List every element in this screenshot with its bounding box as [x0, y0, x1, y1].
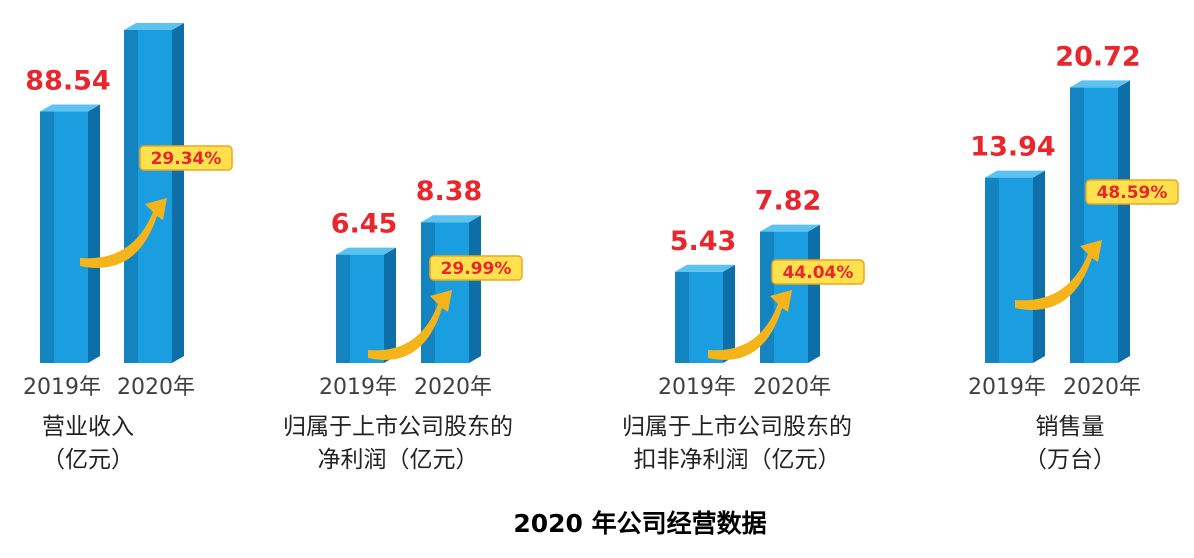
bar-top	[985, 170, 1045, 178]
group-caption: 净利润（亿元）	[318, 447, 479, 473]
growth-badge	[429, 255, 523, 281]
data-label: 8.38	[416, 176, 483, 207]
data-label: 13.94	[970, 132, 1055, 163]
growth-label: 29.34%	[151, 149, 222, 169]
growth-arrow-icon	[708, 290, 792, 360]
bar-side	[808, 224, 820, 363]
growth-arrow-icon	[368, 290, 452, 360]
group-caption: （亿元）	[42, 447, 134, 473]
x-tick-label: 2019年	[658, 375, 736, 400]
x-tick-label: 2019年	[319, 375, 397, 400]
data-label: 7.82	[755, 186, 822, 217]
bar-shade	[675, 271, 689, 363]
bar-side	[384, 247, 396, 363]
x-tick-label: 2020年	[753, 375, 831, 400]
data-label: 20.72	[1055, 41, 1140, 72]
bar-side	[88, 104, 100, 364]
growth-label: 29.99%	[441, 259, 512, 279]
group-caption: 扣非净利润（亿元）	[634, 447, 841, 473]
bar-group: 13.94 2019年 20.72 2020年 48.59% 销售量 （万台）	[968, 41, 1179, 473]
growth-badge	[139, 145, 233, 171]
group-caption: 归属于上市公司股东的	[622, 414, 852, 440]
bar-shade	[40, 111, 54, 363]
data-label: 6.45	[331, 209, 398, 240]
growth-badge	[1085, 179, 1179, 205]
group-caption: 归属于上市公司股东的	[283, 414, 513, 440]
bar-side	[1118, 80, 1130, 363]
data-label: 5.43	[670, 226, 737, 257]
bar-shade	[336, 254, 350, 363]
bar-top	[1070, 80, 1130, 88]
x-tick-label: 2019年	[23, 375, 101, 400]
growth-label: 48.59%	[1097, 183, 1168, 203]
bar-top	[40, 104, 100, 112]
x-tick-label: 2020年	[414, 375, 492, 400]
group-caption: （万台）	[1024, 447, 1116, 473]
bar-side	[469, 215, 481, 363]
bar-group: 6.45 2019年 8.38 2020年 29.99% 归属于上市公司股东的净利润（亿元…	[283, 176, 523, 473]
growth-arrow-icon	[1015, 240, 1102, 310]
bar-top	[336, 247, 396, 255]
bar-side	[723, 264, 735, 363]
growth-label: 44.04%	[783, 263, 854, 283]
bar-top	[124, 23, 184, 30]
bar-group: 88.54 2019年 2020年 29.34% 营业收入 （亿元）	[23, 23, 233, 473]
bar-shade	[985, 177, 999, 363]
group-caption: 营业收入	[42, 414, 134, 440]
growth-arrow-icon	[80, 198, 167, 268]
bar-top	[760, 224, 820, 232]
bar-top	[675, 264, 735, 272]
x-tick-label: 2019年	[968, 375, 1046, 400]
bar-side	[172, 23, 184, 363]
bar-side	[1033, 170, 1045, 363]
bar-top	[421, 215, 481, 223]
group-caption: 销售量	[1036, 414, 1105, 440]
data-label: 88.54	[25, 66, 110, 97]
bar-group: 5.43 2019年 7.82 2020年 44.04% 归属于上市公司股东的扣非净利润（…	[622, 186, 865, 473]
x-tick-label: 2020年	[1063, 375, 1141, 400]
bar-shade	[124, 30, 138, 363]
figure-title: 2020 年公司经营数据	[513, 509, 766, 538]
x-tick-label: 2020年	[117, 375, 195, 400]
bar-shade	[1070, 87, 1084, 363]
growth-badge	[771, 259, 865, 285]
